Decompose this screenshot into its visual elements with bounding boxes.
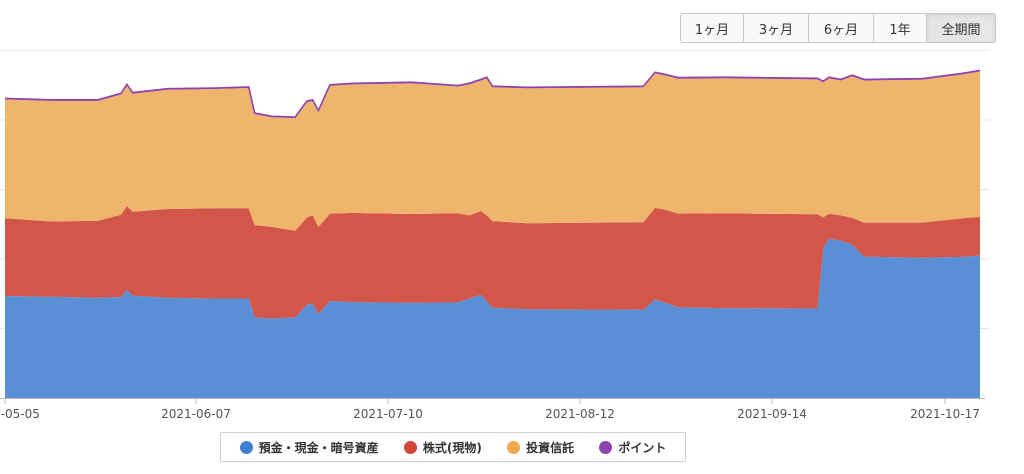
legend-item-stocks[interactable]: 株式(現物) (403, 439, 482, 456)
area-series-1 (5, 205, 980, 319)
legend-dot-icon (403, 440, 417, 454)
range-3m-button[interactable]: 3ヶ月 (744, 14, 809, 42)
stacked-area-chart: 2021-05-05 2021-06-07 2021-07-10 2021-08-12… (0, 49, 990, 421)
legend-item-funds[interactable]: 投資信託 (507, 439, 574, 456)
legend-item-points[interactable]: ポイント (599, 439, 666, 456)
range-all-button[interactable]: 全期間 (927, 14, 995, 42)
area-series-0 (5, 238, 980, 398)
legend-label: ポイント (618, 440, 667, 455)
x-tick-label: 2021-09-14 (737, 407, 807, 421)
x-axis: 2021-05-05 2021-06-07 2021-07-10 2021-08-12… (0, 398, 985, 421)
range-1y-button[interactable]: 1年 (874, 14, 927, 42)
chart-legend: 預金・現金・暗号資産 株式(現物) 投資信託 ポイント (220, 432, 686, 462)
x-tick-label: 2021-07-10 (353, 407, 423, 421)
legend-dot-icon (239, 440, 253, 454)
range-1m-button[interactable]: 1ヶ月 (681, 14, 744, 42)
legend-item-deposits[interactable]: 預金・現金・暗号資産 (239, 439, 379, 456)
area-series-2 (5, 71, 980, 231)
x-tick-label: 2021-05-05 (0, 407, 40, 421)
x-tick-label: 2021-10-17 (910, 407, 980, 421)
x-tick-label: 2021-08-12 (545, 407, 615, 421)
time-range-selector: 1ヶ月 3ヶ月 6ヶ月 1年 全期間 (680, 13, 996, 43)
legend-label: 預金・現金・暗号資産 (258, 440, 379, 455)
legend-dot-icon (599, 440, 613, 454)
legend-label: 株式(現物) (422, 440, 482, 455)
area-series (4, 69, 981, 398)
legend-dot-icon (507, 440, 521, 454)
range-6m-button[interactable]: 6ヶ月 (809, 14, 874, 42)
series-line-3 (4, 69, 981, 118)
x-tick-label: 2021-06-07 (161, 407, 231, 421)
legend-label: 投資信託 (526, 440, 575, 455)
